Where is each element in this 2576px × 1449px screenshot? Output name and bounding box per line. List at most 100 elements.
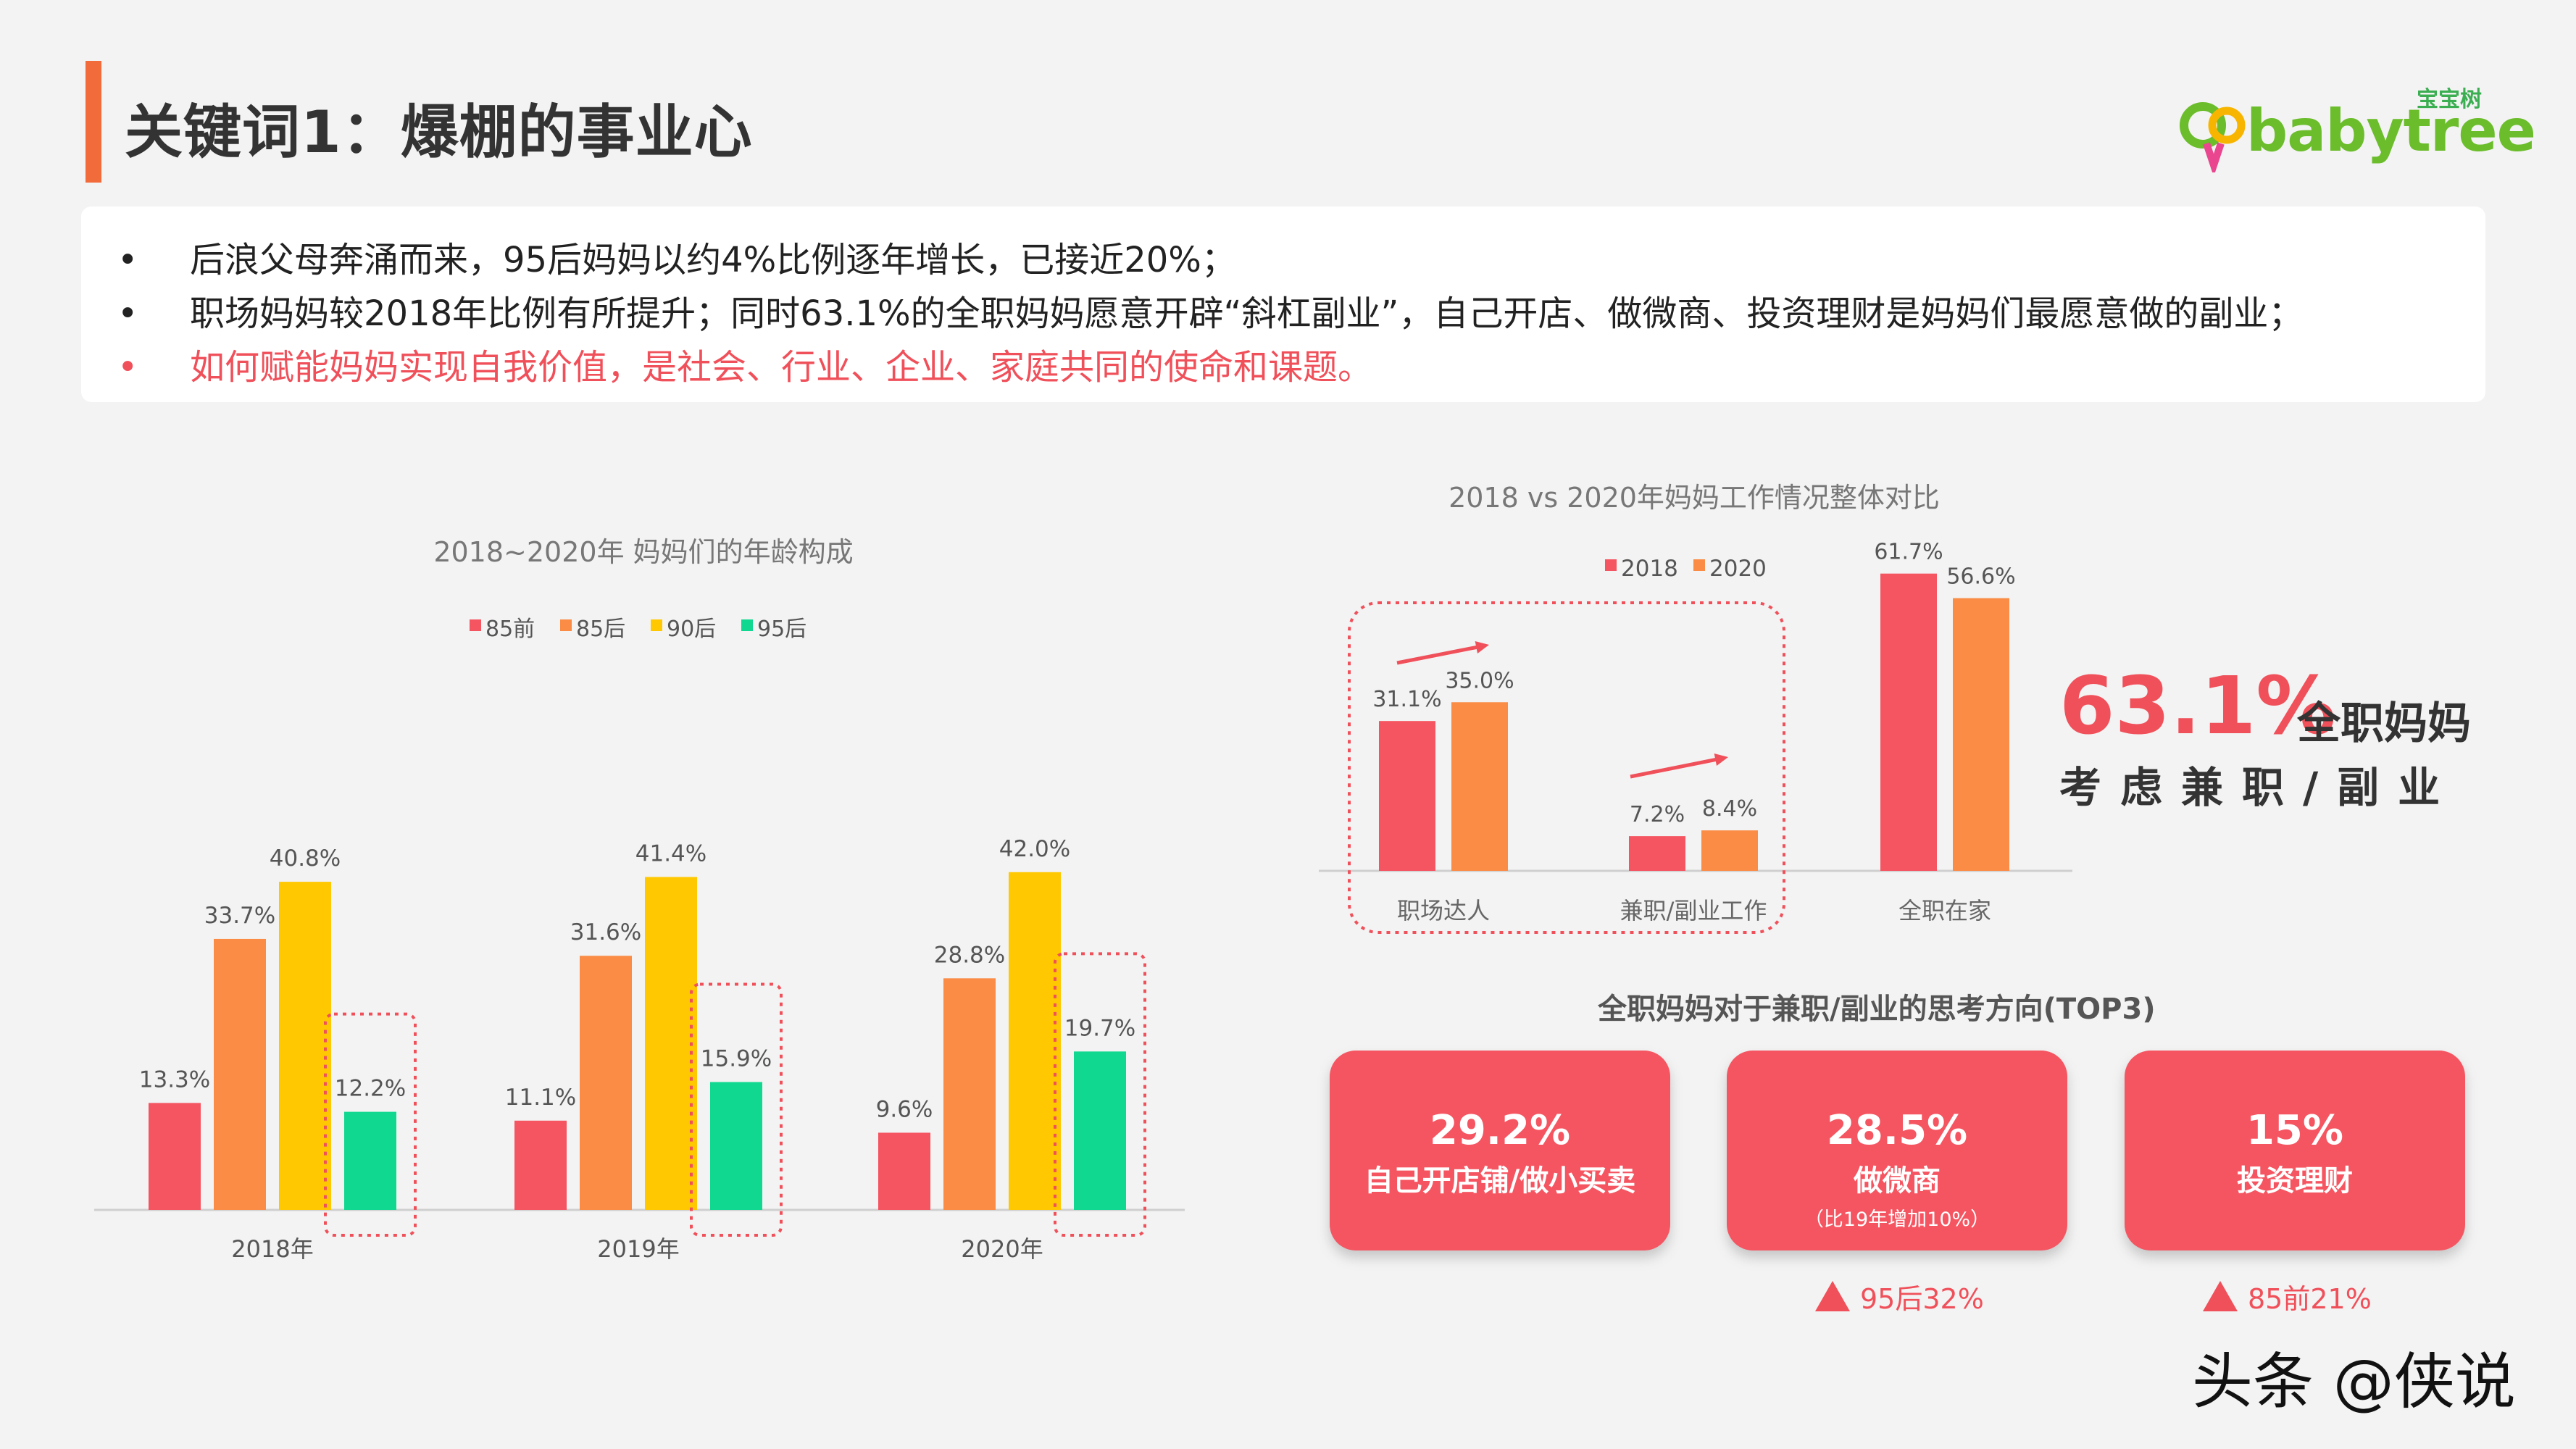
trend-arrow-head-icon <box>1714 753 1728 767</box>
bar <box>344 1111 396 1210</box>
trend-arrow-line <box>1630 756 1722 779</box>
data-label: 13.3% <box>139 1066 210 1093</box>
bar <box>214 938 266 1210</box>
top3-card-1: 29.2% 自己开店铺/做小买卖 <box>1330 1051 1670 1250</box>
highlight-box <box>1054 952 1146 1237</box>
highlight-box <box>324 1012 417 1237</box>
bar <box>878 1132 930 1210</box>
data-label: 15.9% <box>701 1046 772 1072</box>
data-label: 7.2% <box>1630 802 1685 827</box>
bar <box>1629 836 1685 871</box>
card-sub: （比19年增加10%） <box>1804 1208 1991 1231</box>
data-label: 41.4% <box>635 840 706 867</box>
top3-card-2: 28.5% 做微商 （比19年增加10%） <box>1727 1051 2067 1250</box>
title-accent-bar <box>86 61 101 183</box>
data-label: 31.1% <box>1372 687 1441 712</box>
highlight-sub: 考虑兼职/副业 <box>2059 763 2459 812</box>
bar <box>514 1120 567 1210</box>
legend-label: 95后 <box>757 617 806 642</box>
summary-box: • 后浪父母奔涌而来，95后妈妈以约4%比例逐年增长，已接近20%； • 职场妈妈较… <box>81 206 2485 402</box>
legend-label: 85前 <box>485 617 535 642</box>
note-95hou: 95后32% <box>1815 1277 1984 1316</box>
bar <box>1074 1051 1126 1210</box>
up-triangle-icon <box>1815 1281 1850 1311</box>
legend-swatch <box>560 619 572 631</box>
babytree-logo: babytree 宝宝树 <box>2177 87 2536 172</box>
card-percent: 15% <box>2246 1107 2344 1154</box>
legend-swatch <box>1693 559 1705 571</box>
data-label: 28.8% <box>934 942 1005 968</box>
bar <box>1009 872 1061 1210</box>
legend-swatch <box>741 619 753 631</box>
logo-cn-text: 宝宝树 <box>2417 87 2482 112</box>
chart-title: 2018 vs 2020年妈妈工作情况整体对比 <box>1449 482 1940 514</box>
bar <box>1880 573 1937 871</box>
tick-label: 兼职/副业工作 <box>1620 897 1767 924</box>
tick-label: 2019年 <box>597 1235 679 1263</box>
bullet-text: 如何赋能妈妈实现自我价值，是社会、行业、企业、家庭共同的使命和课题。 <box>190 347 1373 388</box>
summary-bullet-1: • 后浪父母奔涌而来，95后妈妈以约4%比例逐年增长，已接近20%； <box>117 231 1236 282</box>
summary-bullet-2: • 职场妈妈较2018年比例有所提升；同时63.1%的全职妈妈愿意开辟“斜杠副业”… <box>117 285 2303 335</box>
note-text: 95后32% <box>1860 1283 1984 1315</box>
note-85qian: 85前21% <box>2203 1277 2372 1316</box>
legend-label: 85后 <box>576 617 625 642</box>
page-title: 关键词1：爆棚的事业心 <box>125 99 753 166</box>
bar <box>1953 598 2009 871</box>
data-label: 11.1% <box>505 1085 576 1111</box>
tick-label: 职场达人 <box>1397 897 1490 924</box>
data-label: 42.0% <box>999 836 1070 862</box>
card-percent: 29.2% <box>1429 1107 1571 1154</box>
bullet-text: 职场妈妈较2018年比例有所提升；同时63.1%的全职妈妈愿意开辟“斜杠副业”，… <box>190 293 2304 334</box>
tick-label: 2018年 <box>231 1235 313 1263</box>
bar <box>279 882 331 1210</box>
legend-label: 2020 <box>1709 556 1767 582</box>
card-label: 自己开店铺/做小买卖 <box>1364 1164 1636 1198</box>
highlight-label: 全职妈妈 <box>2297 698 2471 749</box>
logo-heart-icon <box>2180 102 2246 172</box>
data-label: 8.4% <box>1702 796 1757 822</box>
bar <box>710 1082 762 1210</box>
data-label: 19.7% <box>1064 1015 1135 1041</box>
tick-label: 2020年 <box>961 1235 1043 1263</box>
trend-arrow-line <box>1396 644 1483 665</box>
highlight-box <box>690 982 783 1237</box>
top3-title: 全职妈妈对于兼职/副业的思考方向(TOP3) <box>1598 993 2156 1026</box>
trend-arrow-head-icon <box>1475 640 1489 654</box>
summary-bullet-3: • 如何赋能妈妈实现自我价值，是社会、行业、企业、家庭共同的使命和课题。 <box>117 338 1372 389</box>
bullet-text: 后浪父母奔涌而来，95后妈妈以约4%比例逐年增长，已接近20%； <box>190 240 1236 280</box>
note-text: 85前21% <box>2248 1283 2372 1315</box>
bar <box>1451 702 1508 871</box>
data-label: 56.6% <box>1946 564 2015 590</box>
data-label: 33.7% <box>204 903 275 929</box>
data-label: 35.0% <box>1445 668 1514 693</box>
tick-label: 全职在家 <box>1898 897 1991 924</box>
highlight-percent: 63.1% <box>2059 659 2336 752</box>
data-label: 12.2% <box>335 1076 406 1102</box>
legend-swatch <box>651 619 662 631</box>
legend-swatch <box>1605 559 1617 571</box>
legend-label: 2018 <box>1621 556 1678 582</box>
logo-wordmark: babytree <box>2246 97 2536 164</box>
data-label: 31.6% <box>570 919 641 945</box>
card-percent: 28.5% <box>1826 1107 1968 1154</box>
card-label: 做微商 <box>1854 1164 1941 1198</box>
bullet-marker: • <box>117 347 138 388</box>
data-label: 9.6% <box>876 1096 933 1122</box>
bar <box>1701 830 1758 871</box>
bar <box>943 978 996 1210</box>
card-label: 投资理财 <box>2237 1164 2353 1198</box>
highlight-box <box>1348 601 1785 934</box>
bullet-marker: • <box>117 240 138 280</box>
legend-swatch <box>470 619 481 631</box>
bar <box>1379 721 1435 871</box>
bar <box>580 956 632 1210</box>
bullet-marker: • <box>117 293 138 334</box>
data-label: 61.7% <box>1874 540 1943 565</box>
top3-card-3: 15% 投资理财 <box>2125 1051 2465 1250</box>
chart-title: 2018~2020年 妈妈们的年龄构成 <box>433 536 853 568</box>
bar <box>645 877 697 1210</box>
watermark: 头条 @侠说 <box>2192 1346 2516 1417</box>
legend-label: 90后 <box>667 617 716 642</box>
data-label: 40.8% <box>270 845 341 872</box>
